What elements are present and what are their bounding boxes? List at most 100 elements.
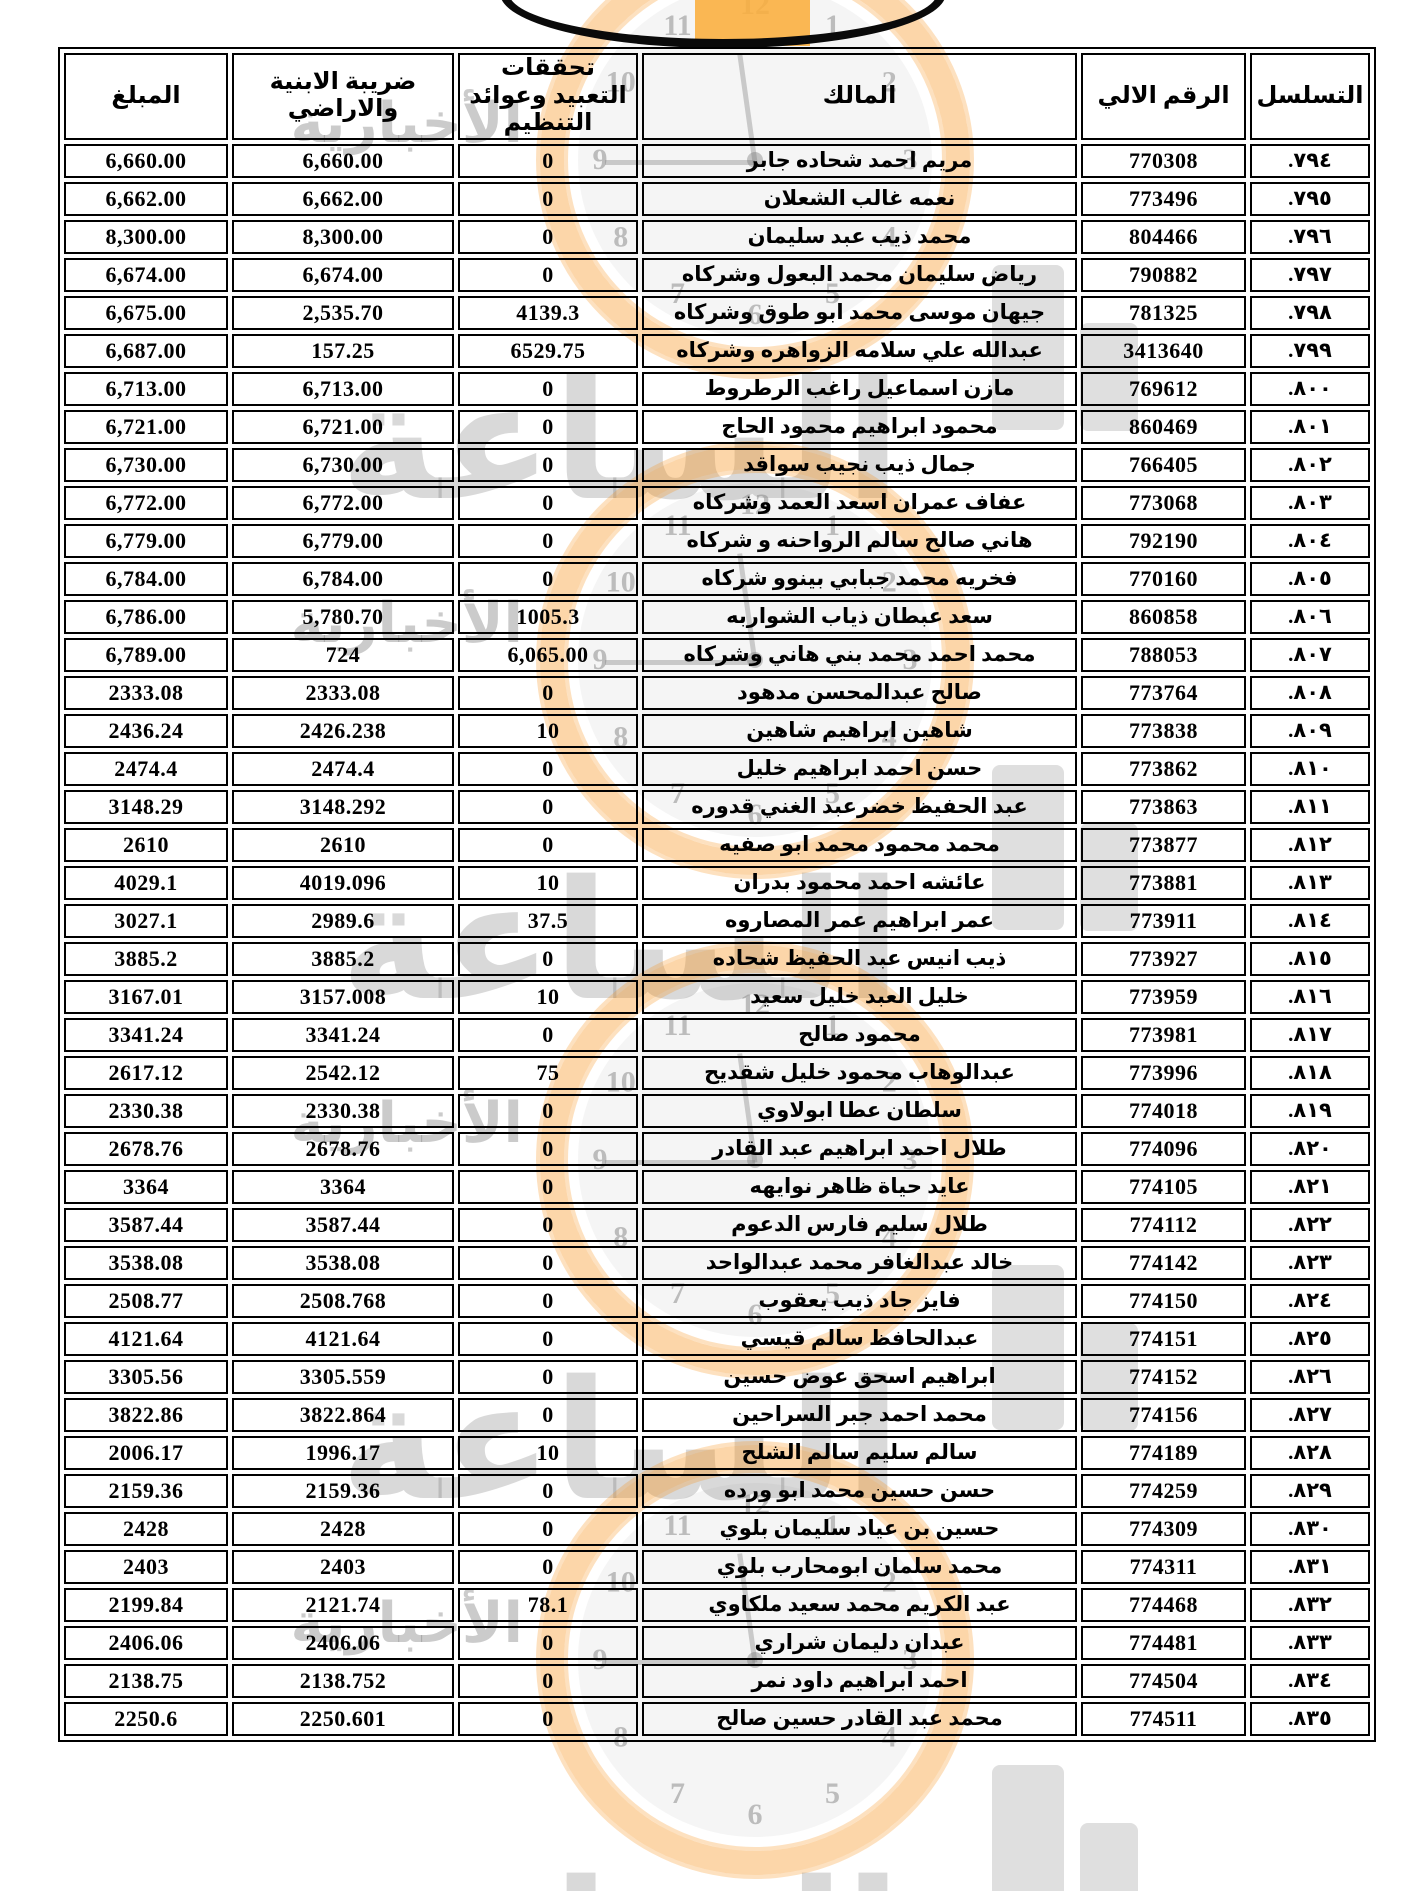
owner-cell: حسن حسين محمد ابو ورده <box>642 1473 1077 1508</box>
serial-cell: ٨٢٢. <box>1250 1207 1370 1242</box>
paving-cell: 0 <box>458 1397 638 1432</box>
auto-number-cell: 774096 <box>1081 1131 1246 1166</box>
owner-cell: عبد الكريم محمد سعيد ملكاوي <box>642 1587 1077 1622</box>
table-row: ٧٩٩. 3413640 عبدالله علي سلامه الزواهره … <box>64 333 1370 368</box>
owner-cell: ابراهيم اسحق عوض حسين <box>642 1359 1077 1394</box>
owner-cell: جمال ذيب نجيب سواقد <box>642 447 1077 482</box>
clock-numeral: 8 <box>613 1720 629 1754</box>
table-row: ٨١٤. 773911 عمر ابراهيم عمر المصاروه 37.… <box>64 903 1370 938</box>
paving-cell: 0 <box>458 1549 638 1584</box>
paving-cell: 10 <box>458 979 638 1014</box>
owner-cell: عبدالحافظ سالم قيسي <box>642 1321 1077 1356</box>
watermark-letter-block <box>1080 323 1138 431</box>
amount-cell: 2333.08 <box>64 675 228 710</box>
auto-number-cell: 774156 <box>1081 1397 1246 1432</box>
auto-number-cell: 774018 <box>1081 1093 1246 1128</box>
tax-cell: 3148.292 <box>232 789 454 824</box>
paving-cell: 0 <box>458 1701 638 1736</box>
tax-cell: 2138.752 <box>232 1663 454 1698</box>
table-row: ٨١٧. 773981 محمود صالح 0 3341.24 3341.24 <box>64 1017 1370 1052</box>
watermark-brand-word: الأخبارية <box>290 1593 523 1656</box>
tax-cell: 2250.601 <box>232 1701 454 1736</box>
serial-cell: ٨٢٠. <box>1250 1131 1370 1166</box>
auto-number-cell: 773877 <box>1081 827 1246 862</box>
owner-cell: عفاف عمران اسعد العمد وشركاه <box>642 485 1077 520</box>
tax-cell: 2508.768 <box>232 1283 454 1318</box>
auto-number-cell: 774151 <box>1081 1321 1246 1356</box>
serial-cell: ٨١٣. <box>1250 865 1370 900</box>
clock-numeral: 2 <box>881 65 897 99</box>
tax-cell: 6,779.00 <box>232 523 454 558</box>
owner-cell: صالح عبدالمحسن مدهود <box>642 675 1077 710</box>
owner-cell: طلال سليم فارس الدعوم <box>642 1207 1077 1242</box>
owner-cell: محمد ذيب عبد سليمان <box>642 219 1077 254</box>
watermark-letter-block <box>1080 1823 1138 1891</box>
amount-cell: 3148.29 <box>64 789 228 824</box>
amount-cell: 6,713.00 <box>64 371 228 406</box>
owner-cell: خالد عبدالغافر محمد عبدالواحد <box>642 1245 1077 1280</box>
amount-cell: 2330.38 <box>64 1093 228 1128</box>
auto-number-cell: 773911 <box>1081 903 1246 938</box>
clock-numeral: 4 <box>881 220 897 254</box>
tax-cell: 2333.08 <box>232 675 454 710</box>
paving-cell: 0 <box>458 675 638 710</box>
amount-cell: 2436.24 <box>64 713 228 748</box>
table-row: ٨٢١. 774105 عايد حياة ظاهر نوايهه 0 3364… <box>64 1169 1370 1204</box>
header-amount: المبلغ <box>64 53 228 140</box>
paving-cell: 10 <box>458 865 638 900</box>
tax-cell: 4019.096 <box>232 865 454 900</box>
table-row: ٨٣٢. 774468 عبد الكريم محمد سعيد ملكاوي … <box>64 1587 1370 1622</box>
serial-cell: ٨٣٢. <box>1250 1587 1370 1622</box>
owner-cell: سالم سليم سالم الشلح <box>642 1435 1077 1470</box>
amount-cell: 8,300.00 <box>64 219 228 254</box>
amount-cell: 3587.44 <box>64 1207 228 1242</box>
amount-cell: 4121.64 <box>64 1321 228 1356</box>
serial-cell: ٨٠٠. <box>1250 371 1370 406</box>
watermark-brand-big: الساعة <box>340 1845 901 1891</box>
auto-number-cell: 774142 <box>1081 1245 1246 1280</box>
auto-number-cell: 792190 <box>1081 523 1246 558</box>
auto-number-cell: 773764 <box>1081 675 1246 710</box>
serial-cell: ٨٣٣. <box>1250 1625 1370 1660</box>
records-table-wrap: التسلسل الرقم الالي المالك تحققات التعبي… <box>58 47 1376 1742</box>
clock-numeral: 3 <box>902 1143 918 1176</box>
paving-cell: 10 <box>458 713 638 748</box>
clock-numeral: 4 <box>881 720 897 754</box>
clock-numeral: 1 <box>825 1508 840 1542</box>
amount-cell: 3538.08 <box>64 1245 228 1280</box>
owner-cell: سعد عبطان ذياب الشواربه <box>642 599 1077 634</box>
paving-cell: 0 <box>458 143 638 178</box>
auto-number-cell: 773862 <box>1081 751 1246 786</box>
serial-cell: ٨٢٧. <box>1250 1397 1370 1432</box>
paving-cell: 0 <box>458 257 638 292</box>
auto-number-cell: 774311 <box>1081 1549 1246 1584</box>
owner-cell: عبدالله علي سلامه الزواهره وشركاه <box>642 333 1077 368</box>
owner-cell: حسين بن عياد سليمان بلوي <box>642 1511 1077 1546</box>
table-row: ٨٢٨. 774189 سالم سليم سالم الشلح 10 1996… <box>64 1435 1370 1470</box>
paving-cell: 0 <box>458 1321 638 1356</box>
amount-cell: 3027.1 <box>64 903 228 938</box>
tax-cell: 6,730.00 <box>232 447 454 482</box>
owner-cell: حسن احمد ابراهيم خليل <box>642 751 1077 786</box>
paving-cell: 0 <box>458 219 638 254</box>
serial-cell: ٨١٢. <box>1250 827 1370 862</box>
amount-cell: 4029.1 <box>64 865 228 900</box>
clock-numeral: 8 <box>613 220 629 254</box>
table-row: ٨٢٧. 774156 محمد احمد جبر السراحين 0 382… <box>64 1397 1370 1432</box>
auto-number-cell: 773996 <box>1081 1055 1246 1090</box>
owner-cell: ذيب انيس عبد الحفيظ شحاده <box>642 941 1077 976</box>
table-row: ٨٣٥. 774511 محمد عبد القادر حسين صالح 0 … <box>64 1701 1370 1736</box>
table-row: ٨٣٠. 774309 حسين بن عياد سليمان بلوي 0 2… <box>64 1511 1370 1546</box>
serial-cell: ٨٠٦. <box>1250 599 1370 634</box>
table-row: ٨٢٤. 774150 فايز جاد ذيب يعقوب 0 2508.76… <box>64 1283 1370 1318</box>
amount-cell: 2610 <box>64 827 228 862</box>
serial-cell: ٧٩٧. <box>1250 257 1370 292</box>
tax-cell: 6,660.00 <box>232 143 454 178</box>
amount-cell: 6,662.00 <box>64 181 228 216</box>
owner-cell: عائشه احمد محمود بدران <box>642 865 1077 900</box>
serial-cell: ٨١٦. <box>1250 979 1370 1014</box>
auto-number-cell: 773981 <box>1081 1017 1246 1052</box>
tax-cell: 6,674.00 <box>232 257 454 292</box>
clock-numeral: 4 <box>881 1720 897 1754</box>
owner-cell: عبد الحفيظ خضرعبد الغني قدوره <box>642 789 1077 824</box>
